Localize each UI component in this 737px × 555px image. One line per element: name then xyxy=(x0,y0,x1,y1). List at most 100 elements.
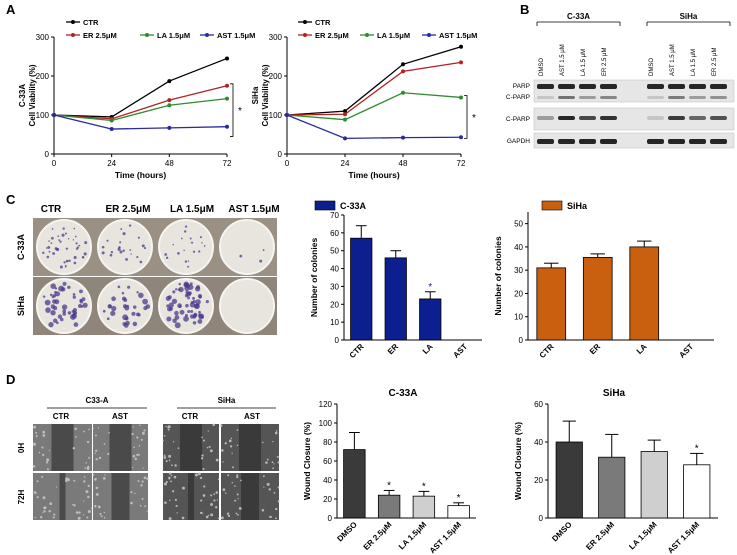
column-label: AST xyxy=(112,412,128,421)
cell-speck xyxy=(176,512,178,514)
cell-speck xyxy=(212,423,216,427)
y-tick-label: 200 xyxy=(36,72,50,81)
data-point xyxy=(343,136,347,141)
cell-speck xyxy=(275,430,278,432)
band xyxy=(668,96,685,99)
band xyxy=(579,96,596,99)
cell-speck xyxy=(33,442,36,446)
x-tick-label: ER xyxy=(386,342,400,356)
colony-dot xyxy=(189,237,192,240)
legend-marker xyxy=(71,20,75,24)
colony-dot xyxy=(75,242,78,245)
x-tick-label: AST xyxy=(451,342,469,360)
lane-label: DMSO xyxy=(649,58,655,76)
cell-speck xyxy=(235,512,238,515)
cell-speck xyxy=(207,514,210,517)
cell-speck xyxy=(170,474,173,477)
colony-dot xyxy=(117,285,121,289)
band xyxy=(689,84,706,89)
x-tick-label: DMSO xyxy=(550,520,573,543)
cell-speck xyxy=(95,486,99,490)
y-tick-label: 0 xyxy=(519,336,524,345)
colony-dot xyxy=(61,233,65,237)
y-tick-label: 30 xyxy=(514,266,523,275)
legend-label: C-33A xyxy=(340,201,367,211)
cell-speck xyxy=(199,511,203,515)
cell-speck xyxy=(231,452,233,454)
cell-speck xyxy=(174,464,177,467)
colony-dot xyxy=(122,232,126,236)
legend-label: CTR xyxy=(315,18,331,27)
cell-speck xyxy=(32,465,36,468)
colony-dot xyxy=(106,239,109,242)
series-line-2 xyxy=(286,92,462,121)
y-tick-label: 200 xyxy=(269,72,283,81)
wound-c33a-chart: C-33A 0 20 40 60 80 100 120 Wound Closure (%) DMS… xyxy=(302,388,476,555)
colony-dot xyxy=(171,298,178,304)
cell-speck xyxy=(138,453,141,456)
cell-speck xyxy=(168,517,172,521)
cell-speck xyxy=(32,491,34,493)
y-tick-label: 20 xyxy=(323,495,332,504)
cell-speck xyxy=(227,474,230,477)
x-tick-label: 48 xyxy=(399,159,408,168)
bar xyxy=(377,494,401,519)
colony-dot xyxy=(76,246,80,249)
cell-speck xyxy=(83,430,85,433)
cell-speck xyxy=(265,461,268,464)
cell-speck xyxy=(42,511,44,514)
cell-speck xyxy=(229,445,233,448)
colony-dot xyxy=(174,315,180,320)
cell-speck xyxy=(43,506,47,509)
lane-label: LA 1.5 μM xyxy=(581,49,587,76)
lane-label: LA 1.5 μM xyxy=(691,49,697,76)
cell-speck xyxy=(201,436,203,439)
colony-dot xyxy=(168,302,174,308)
band xyxy=(689,96,706,99)
colony-dot xyxy=(178,305,182,309)
cell-speck xyxy=(84,467,86,469)
significance-bracket xyxy=(230,83,234,137)
y-tick-label: 0 xyxy=(539,514,544,523)
significance-star: * xyxy=(387,480,391,491)
well xyxy=(36,219,92,275)
colony-dot xyxy=(78,244,81,247)
y-tick-label: 60 xyxy=(323,457,332,466)
plate-row-label: SiHa xyxy=(16,295,26,316)
well xyxy=(158,219,214,275)
cell-speck xyxy=(100,515,103,518)
colony-dot xyxy=(82,302,88,308)
colony-dot xyxy=(73,322,79,327)
wound-siha-chart: SiHa 0 20 40 60 Wound Closure (%) DMSO ER 2.5μM… xyxy=(513,388,718,555)
cell-speck xyxy=(199,476,203,480)
cell-speck xyxy=(142,467,144,469)
bar xyxy=(419,298,442,341)
bar xyxy=(629,246,660,341)
cell-speck xyxy=(38,451,41,454)
colony-dot xyxy=(121,291,125,295)
band xyxy=(579,139,596,144)
y-tick-label: 30 xyxy=(330,282,339,291)
colony-dot xyxy=(177,288,181,291)
cell-speck xyxy=(42,453,45,456)
colony-dot xyxy=(101,251,105,255)
bar xyxy=(683,464,711,519)
cell-speck xyxy=(53,513,56,516)
cell-speck xyxy=(77,516,81,520)
y-tick-label: 70 xyxy=(330,211,339,220)
cell-speck xyxy=(231,481,234,484)
colony-dot xyxy=(125,320,130,326)
cell-speck xyxy=(230,437,233,440)
colony-dot xyxy=(64,232,67,235)
colony-dot xyxy=(111,305,117,312)
colony-dot xyxy=(79,289,83,294)
band xyxy=(600,139,617,144)
y-tick-label: 40 xyxy=(323,476,332,485)
colony-dot xyxy=(172,290,176,294)
data-point xyxy=(225,96,229,101)
y-tick-label: 100 xyxy=(319,419,333,428)
cell-speck xyxy=(272,440,274,443)
cell-speck xyxy=(275,517,277,520)
colony-dot xyxy=(53,306,58,311)
data-point xyxy=(167,103,172,108)
